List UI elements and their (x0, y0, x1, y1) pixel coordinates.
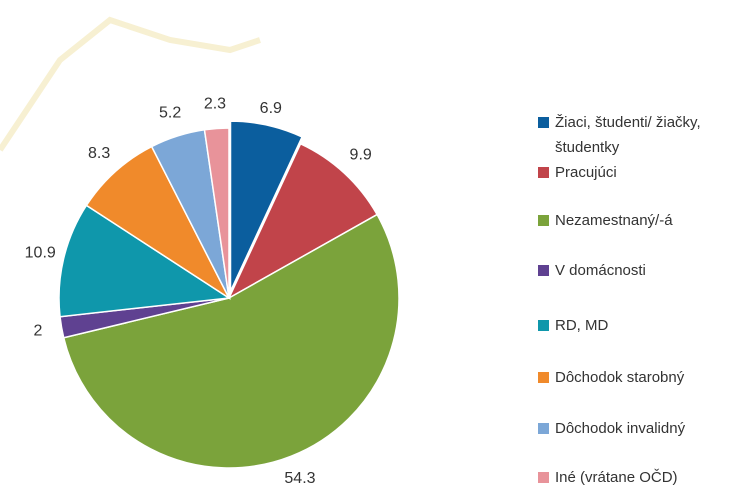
legend-item: Dôchodok starobný (538, 365, 738, 390)
legend-swatch (538, 372, 549, 383)
legend-swatch (538, 423, 549, 434)
legend-swatch (538, 117, 549, 128)
legend-item: Dôchodok invalidný (538, 416, 738, 441)
background-decoration (0, 16, 261, 152)
legend-item: Nezamestnaný/-á (538, 208, 738, 233)
legend-label: RD, MD (555, 317, 609, 334)
legend-swatch (538, 167, 549, 178)
data-label: 2.3 (204, 96, 226, 113)
legend-item: Pracujúci (538, 160, 738, 185)
legend-item: Iné (vrátane OČD) (538, 465, 738, 490)
legend-swatch (538, 265, 549, 276)
legend-item: Žiaci, študenti/ žiačky, študentky (538, 110, 738, 160)
pie-slice (85, 145, 231, 301)
legend-label: Žiaci, študenti/ žiačky, študentky (555, 114, 701, 156)
legend-swatch (538, 215, 549, 226)
legend-label: Dôchodok invalidný (555, 420, 686, 437)
data-label: 54.3 (284, 470, 315, 487)
legend-swatch (538, 472, 549, 483)
data-label: 10.9 (25, 244, 56, 261)
legend-label: Iné (vrátane OČD) (555, 469, 678, 486)
legend-label: V domácnosti (555, 262, 646, 279)
pie-slice (62, 213, 400, 469)
data-label: 9.9 (350, 147, 372, 164)
legend-item: RD, MD (538, 313, 738, 338)
data-label: 2 (33, 323, 42, 340)
data-label: 5.2 (159, 104, 181, 121)
data-label: 6.9 (260, 100, 282, 117)
legend-swatch (538, 320, 549, 331)
pie-slice (229, 120, 304, 292)
pie-slice (58, 204, 232, 318)
pie-slice (203, 127, 230, 299)
legend-label: Pracujúci (555, 164, 617, 181)
pie-slice (227, 142, 379, 300)
legend-label: Dôchodok starobný (555, 369, 685, 386)
data-label: 8.3 (88, 145, 110, 162)
legend-item: V domácnosti (538, 258, 738, 283)
legend-label: Nezamestnaný/-á (555, 212, 673, 229)
